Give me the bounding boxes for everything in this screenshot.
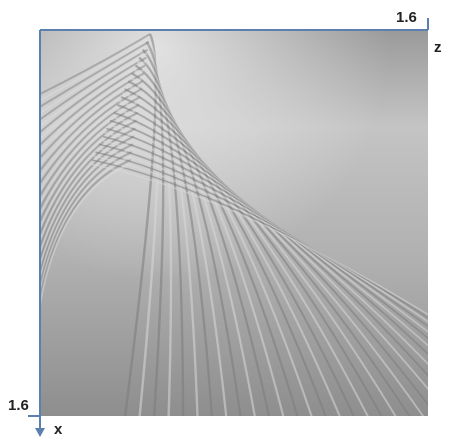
intensity-image <box>40 30 456 439</box>
page: 1.6 z 1.6 x (() => { const data = JSON.p… <box>0 0 456 439</box>
z-max: 1.6 <box>396 9 417 26</box>
x-max: 1.6 <box>8 397 29 414</box>
figure: 1.6 z 1.6 x <box>0 0 456 439</box>
z-label: z <box>434 39 442 56</box>
x-arrow <box>35 428 45 437</box>
x-label: x <box>54 421 63 438</box>
